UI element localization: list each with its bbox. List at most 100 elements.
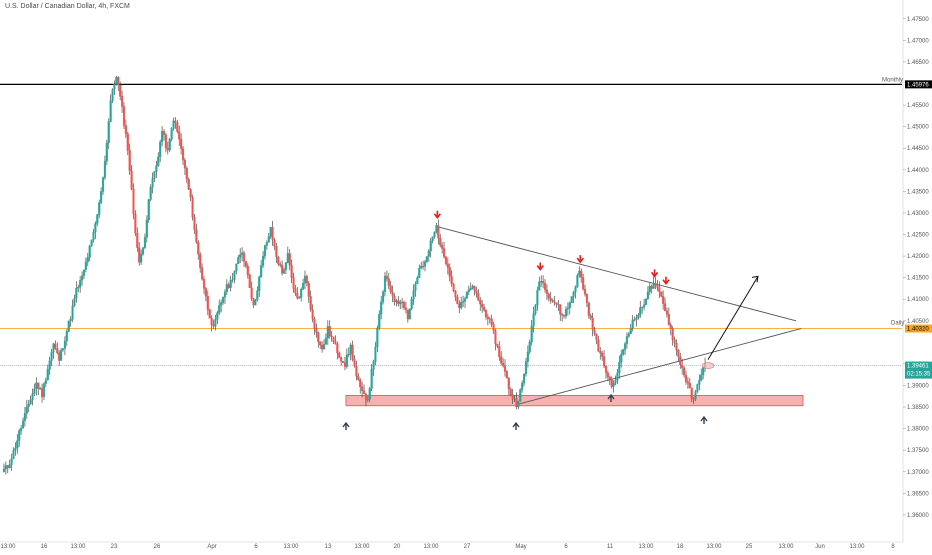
candle-body (578, 270, 581, 276)
price-tick-label: 1.37000 (907, 470, 929, 476)
candle-body (321, 344, 324, 350)
candle-body (511, 394, 514, 400)
candle-body (669, 324, 672, 329)
candle-body (132, 188, 135, 215)
time-tick-label: 13:00 (638, 544, 654, 550)
candle (342, 361, 345, 364)
candle (620, 349, 623, 368)
candle (183, 157, 186, 176)
candle-body (425, 256, 428, 262)
candle (37, 382, 40, 395)
candle-body (322, 344, 326, 350)
support-zone[interactable] (345, 395, 804, 407)
candle-body (286, 253, 289, 263)
candle-body (48, 360, 51, 370)
candle-body (105, 142, 108, 162)
candle-body (667, 314, 670, 325)
candle-body (462, 301, 465, 303)
candle-body (220, 302, 223, 306)
candle-body (20, 428, 23, 431)
candle (343, 356, 347, 371)
candle-body (532, 313, 535, 327)
candle (157, 152, 160, 167)
candle-body (442, 248, 446, 257)
candle (16, 434, 19, 454)
dark-arrow-head (512, 421, 520, 428)
candle-body (100, 191, 103, 203)
candle-body (517, 400, 520, 408)
candle-body (227, 284, 230, 288)
candle (502, 358, 505, 368)
candle (191, 194, 194, 221)
candle-body (75, 287, 78, 299)
candle (684, 370, 688, 385)
candle (652, 276, 655, 289)
candle-body (170, 128, 173, 140)
candle-body (164, 134, 167, 149)
candle (204, 286, 207, 302)
candle-body (269, 227, 272, 237)
candle-body (643, 304, 646, 308)
candle-body (523, 373, 526, 384)
candle (33, 383, 36, 397)
candle-body (172, 120, 175, 129)
candle (345, 348, 348, 369)
candle (559, 304, 562, 322)
candle (231, 273, 234, 283)
candle-body (214, 319, 217, 327)
candle (201, 263, 204, 281)
candle-body (679, 356, 682, 366)
candle-body (383, 275, 387, 293)
candle-body (284, 262, 287, 270)
candle-body (315, 327, 318, 333)
support-trendline[interactable] (517, 328, 802, 405)
candle (326, 320, 329, 345)
candle (385, 270, 388, 282)
candle (498, 341, 501, 361)
candle-body (481, 303, 484, 308)
candle (654, 276, 657, 290)
candle-body (79, 279, 82, 288)
candle (599, 347, 602, 360)
candle (113, 80, 116, 95)
candle-body (187, 179, 190, 190)
current-price-marker (701, 362, 715, 369)
candle-body (557, 303, 560, 306)
monthly-price-tag-bg (905, 80, 932, 89)
candle-body (81, 275, 84, 281)
candle (643, 298, 646, 311)
candle-body (395, 300, 398, 303)
candle (321, 341, 324, 353)
candle-body (639, 307, 642, 316)
candle-body (677, 349, 680, 357)
candle-body (540, 281, 543, 283)
price-tick-label: 1.42500 (907, 232, 929, 238)
monthly-price-tag-text: 1.45976 (907, 82, 929, 88)
candle-body (441, 244, 444, 249)
candle-body (149, 186, 152, 200)
candle-body (690, 387, 693, 399)
countdown-text: 02:15:35 (907, 372, 931, 378)
time-tick-label: 26 (154, 544, 161, 550)
candle (644, 298, 648, 306)
candle (543, 279, 547, 293)
candle-body (524, 361, 528, 375)
candle-body (591, 317, 594, 330)
candle (246, 263, 249, 279)
candle (248, 273, 251, 288)
candle-body (248, 274, 251, 288)
candle (336, 341, 339, 360)
candle (366, 396, 369, 403)
resistance-trendline[interactable] (437, 226, 797, 322)
candle (481, 300, 484, 313)
candle-body (648, 286, 651, 293)
candle-body (86, 257, 89, 263)
candle-body (181, 148, 185, 161)
candle (315, 323, 318, 338)
candle (435, 222, 438, 234)
candle (23, 406, 26, 427)
projection-arrow-line[interactable] (707, 276, 759, 360)
candle (458, 300, 461, 314)
candle (151, 172, 154, 194)
